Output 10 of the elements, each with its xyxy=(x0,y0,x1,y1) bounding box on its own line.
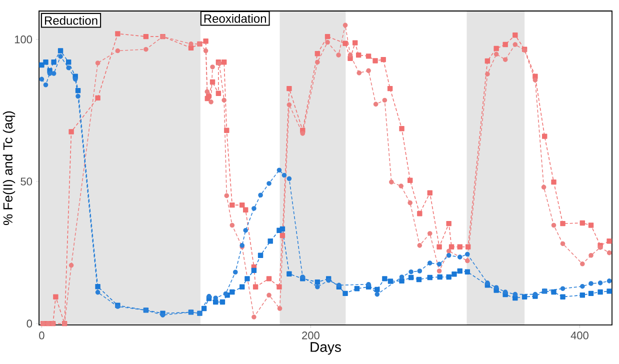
x-axis-title: Days xyxy=(310,342,341,355)
x-tick-label: 200 xyxy=(302,332,320,340)
y-tick-label: 50 xyxy=(20,178,32,186)
y-tick-label: 0 xyxy=(26,320,32,328)
annotation: Reduction xyxy=(45,16,98,25)
y-axis-title: % Fe(II) and Tc (aq) xyxy=(2,111,16,225)
x-tick-label: 400 xyxy=(570,332,588,340)
annotation: Reoxidation xyxy=(204,14,266,23)
y-tick-label: 100 xyxy=(14,36,32,44)
x-tick-label: 0 xyxy=(39,332,44,340)
